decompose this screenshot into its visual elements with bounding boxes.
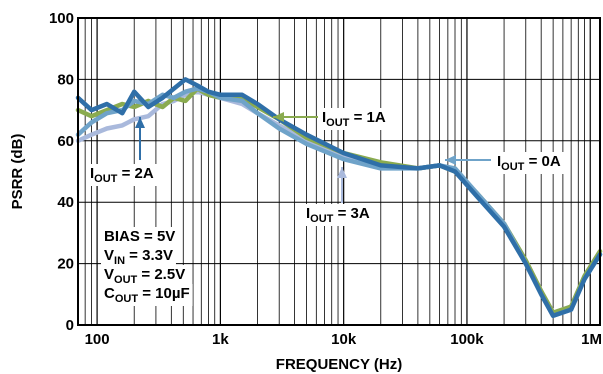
label-iout-1a: IOUT = 1A <box>322 109 386 129</box>
label-iout-3a-main: I <box>306 205 310 222</box>
condition-line: VIN = 3.3V <box>104 247 173 267</box>
label-iout-1a-main: I <box>322 109 326 126</box>
condition-line-background <box>101 227 179 246</box>
condition-line-main: C <box>104 285 115 302</box>
y-axis-title: PSRR (dB) <box>9 134 26 210</box>
tick-labels: 100 1k 10k 100k 1M 0 20 40 60 80 100 <box>49 10 602 348</box>
condition-line-main: V <box>104 247 114 264</box>
label-iout-0a: IOUT = 0A <box>497 153 561 173</box>
x-tick-label: 10k <box>331 331 357 348</box>
label-iout-1a-background <box>319 108 389 130</box>
condition-line-main: BIAS <box>104 228 140 245</box>
label-iout-2a-background <box>87 164 157 186</box>
x-tick-label: 100 <box>85 331 110 348</box>
label-iout-2a-main: I <box>90 165 94 182</box>
label-iout-0a-rest: = 0A <box>524 153 560 170</box>
label-iout-0a-background <box>494 152 564 174</box>
y-tick-label: 20 <box>57 256 74 273</box>
condition-line-rest: = 5V <box>140 228 175 245</box>
x-axis-title: FREQUENCY (Hz) <box>276 356 402 373</box>
condition-line: BIAS = 5V <box>104 228 175 245</box>
plot-frame <box>77 17 601 326</box>
condition-line-sub: OUT <box>114 274 138 286</box>
arrow-0a-head <box>445 155 456 165</box>
label-iout-3a-rest: = 3A <box>333 205 369 222</box>
y-tick-label: 40 <box>57 194 74 211</box>
condition-line: COUT = 10µF <box>104 285 190 305</box>
condition-line-rest: = 2.5V <box>137 266 185 283</box>
x-tick-label: 1k <box>212 331 229 348</box>
y-tick-label: 100 <box>49 10 74 27</box>
condition-line-background <box>101 265 189 287</box>
label-iout-1a-sub: OUT <box>326 117 350 129</box>
label-iout-0a-sub: OUT <box>501 161 525 173</box>
x-tick-label: 100k <box>450 331 484 348</box>
label-iout-0a-main: I <box>497 153 501 170</box>
x-tick-label: 1M <box>581 331 602 348</box>
arrow-3a-head <box>337 167 347 178</box>
y-tick-label: 80 <box>57 71 74 88</box>
condition-line-sub: IN <box>114 255 125 267</box>
label-iout-3a-background <box>303 204 373 226</box>
condition-line-rest: = 10µF <box>138 285 190 302</box>
label-iout-2a: IOUT = 2A <box>90 165 154 185</box>
condition-line-rest: = 3.3V <box>125 247 173 264</box>
y-tick-label: 0 <box>66 317 74 334</box>
condition-line-main: V <box>104 266 114 283</box>
label-iout-2a-rest: = 2A <box>117 165 153 182</box>
label-iout-3a-sub: OUT <box>310 213 334 225</box>
condition-line: VOUT = 2.5V <box>104 266 185 286</box>
arrow-2a-head <box>135 117 145 128</box>
y-tick-label: 60 <box>57 133 74 150</box>
arrow-1a-head <box>273 112 284 122</box>
plot-border <box>77 17 601 326</box>
condition-line-background <box>101 284 193 306</box>
label-iout-1a-rest: = 1A <box>349 109 385 126</box>
condition-line-background <box>101 246 176 268</box>
label-iout-2a-sub: OUT <box>94 173 118 185</box>
condition-line-sub: OUT <box>115 293 139 305</box>
label-iout-3a: IOUT = 3A <box>306 205 370 225</box>
